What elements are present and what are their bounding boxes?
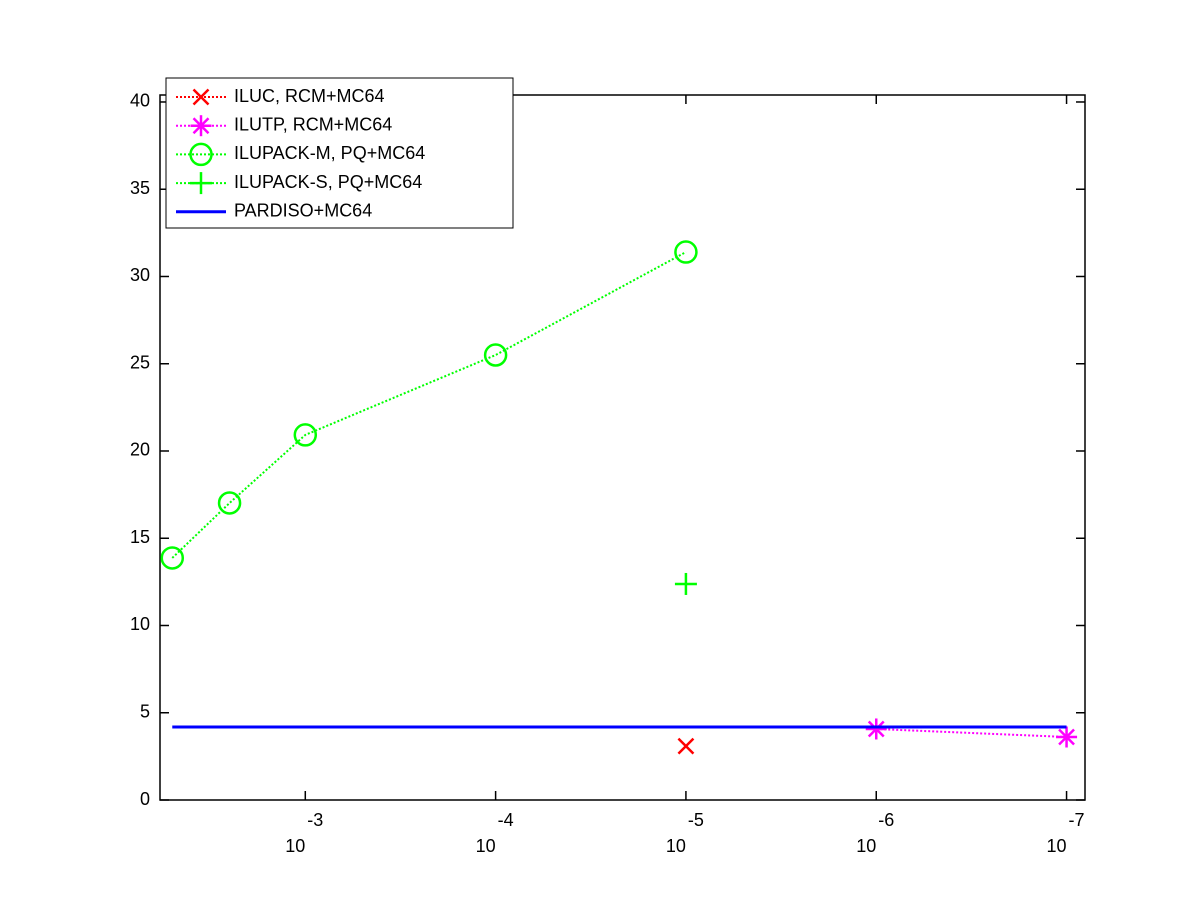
marker: [483, 343, 508, 367]
y-tick-label: 40: [130, 91, 150, 111]
marker: [674, 572, 697, 595]
marker-circle: [217, 491, 242, 515]
marker: [1056, 726, 1078, 748]
x-tick-base: 10: [285, 836, 305, 856]
marker-circle: [674, 240, 698, 264]
marker: [865, 718, 887, 740]
y-tick-label: 15: [130, 527, 150, 547]
marker: [192, 88, 210, 106]
x-tick-exponent: -5: [688, 810, 704, 830]
series-line: [171, 251, 687, 559]
marker: [293, 423, 318, 447]
x-tick-base: 10: [856, 836, 876, 856]
x-tick-exponent: -7: [1069, 810, 1085, 830]
marker-circle: [160, 546, 185, 570]
marker: [674, 240, 698, 264]
legend-label: ILUPACK-S, PQ+MC64: [234, 172, 422, 192]
x-tick-exponent: -4: [498, 810, 514, 830]
marker-stroke: [677, 737, 695, 755]
y-tick-label: 25: [130, 352, 150, 372]
y-tick-label: 5: [140, 701, 150, 721]
y-tick-label: 10: [130, 614, 150, 634]
y-tick-label: 30: [130, 265, 150, 285]
marker: [189, 142, 213, 167]
x-tick-base: 10: [666, 836, 686, 856]
y-tick-label: 20: [130, 440, 150, 460]
x-tick-base: 10: [1047, 836, 1067, 856]
y-tick-label: 0: [140, 789, 150, 809]
legend-label: ILUC, RCM+MC64: [234, 86, 385, 106]
marker-circle: [293, 423, 318, 447]
marker: [217, 491, 242, 515]
marker-stroke: [192, 88, 210, 106]
legend-label: PARDISO+MC64: [234, 201, 372, 221]
x-tick-exponent: -6: [878, 810, 894, 830]
marker: [160, 546, 185, 570]
marker: [190, 115, 212, 137]
marker: [190, 172, 212, 195]
marker-circle: [189, 142, 213, 167]
x-tick-exponent: -3: [307, 810, 323, 830]
legend-label: ILUPACK-M, PQ+MC64: [234, 143, 425, 163]
legend-box: [165, 77, 514, 229]
marker-circle: [483, 343, 508, 367]
y-tick-label: 35: [130, 178, 150, 198]
marker: [677, 737, 695, 755]
x-tick-base: 10: [476, 836, 496, 856]
legend-label: ILUTP, RCM+MC64: [234, 114, 392, 134]
